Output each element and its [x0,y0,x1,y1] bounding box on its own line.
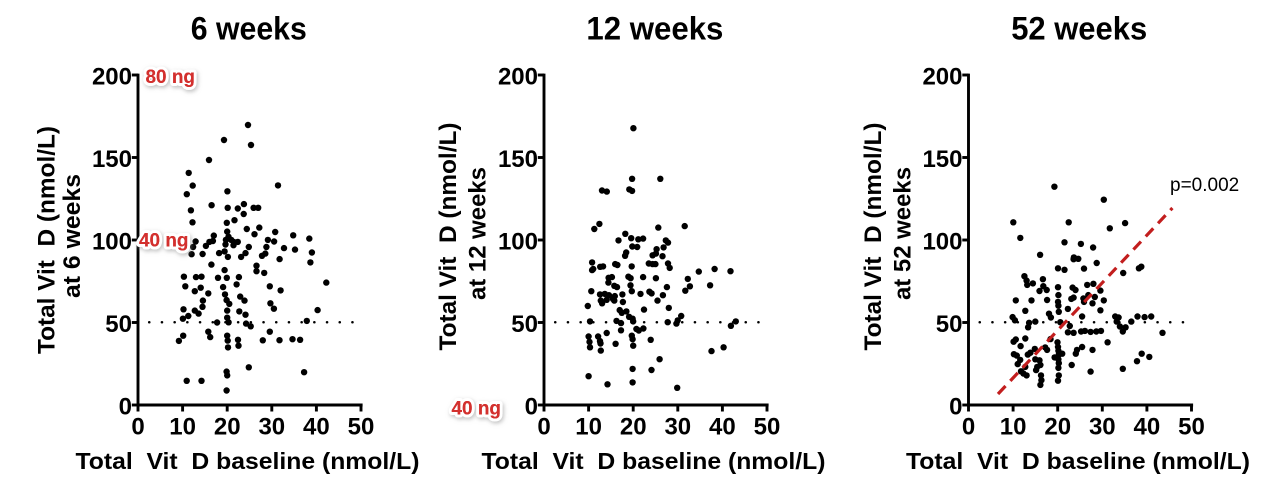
svg-text:50: 50 [511,311,538,338]
svg-text:40: 40 [1134,414,1161,441]
svg-text:Total Vit D (nmol/L): Total Vit D (nmol/L) [435,123,462,351]
svg-text:80 ng: 80 ng [146,66,196,88]
svg-text:150: 150 [922,146,962,173]
svg-text:0: 0 [537,414,550,441]
svg-text:50: 50 [1178,414,1205,441]
svg-text:100: 100 [922,228,962,255]
svg-text:12 weeks: 12 weeks [586,10,723,46]
svg-text:at 12 weeks: at 12 weeks [465,167,492,300]
svg-text:Total Vit D baseline (nmol/L: Total Vit D baseline (nmol/L) [76,448,420,474]
svg-text:200: 200 [92,63,132,90]
svg-text:40 ng: 40 ng [452,398,502,420]
svg-text:40: 40 [709,414,736,441]
svg-text:200: 200 [922,63,962,90]
svg-text:at 6 weeks: at 6 weeks [59,174,86,298]
svg-text:Total Vit D (nmol/L): Total Vit D (nmol/L) [33,126,60,354]
svg-text:52 weeks: 52 weeks [1011,10,1147,46]
svg-text:20: 20 [214,414,241,441]
svg-text:80 ng: 80 ng [146,66,196,88]
svg-text:0: 0 [131,414,144,441]
svg-text:6 weeks: 6 weeks [191,10,307,46]
svg-text:at 52 weeks: at 52 weeks [890,167,917,300]
svg-text:50: 50 [936,311,963,338]
svg-text:Total Vit D (nmol/L): Total Vit D (nmol/L) [860,123,887,351]
svg-text:10: 10 [1000,414,1027,441]
svg-text:Total Vit D baseline (nmol/L: Total Vit D baseline (nmol/L) [906,448,1250,474]
svg-text:10: 10 [169,414,196,441]
svg-text:150: 150 [498,146,538,173]
svg-text:0: 0 [119,393,132,420]
svg-text:40 ng: 40 ng [452,398,502,420]
svg-text:Total Vit D baseline (nmol/L: Total Vit D baseline (nmol/L) [482,448,826,474]
svg-text:0: 0 [525,393,538,420]
svg-text:50: 50 [348,414,375,441]
svg-text:p=0.002: p=0.002 [1170,175,1239,196]
svg-text:50: 50 [105,311,132,338]
svg-text:150: 150 [92,146,132,173]
svg-text:100: 100 [92,228,132,255]
svg-text:10: 10 [575,414,602,441]
svg-text:100: 100 [498,228,538,255]
svg-text:30: 30 [664,414,691,441]
svg-text:30: 30 [258,414,285,441]
svg-text:20: 20 [1044,414,1071,441]
svg-text:200: 200 [498,63,538,90]
svg-text:20: 20 [620,414,647,441]
svg-text:30: 30 [1089,414,1116,441]
svg-text:40 ng: 40 ng [139,230,189,252]
svg-text:40: 40 [303,414,330,441]
svg-text:50: 50 [754,414,781,441]
svg-text:0: 0 [949,393,962,420]
svg-text:0: 0 [962,414,975,441]
svg-text:40 ng: 40 ng [139,230,189,252]
